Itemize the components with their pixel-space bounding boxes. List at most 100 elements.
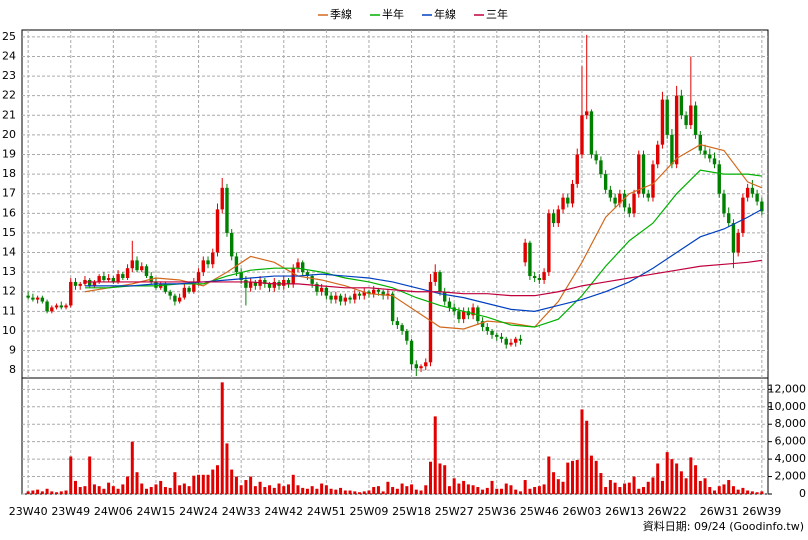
legend-label: 三年 xyxy=(486,7,508,21)
candle-body xyxy=(234,256,239,273)
volume-bar xyxy=(618,487,622,494)
candle-body xyxy=(244,279,248,288)
volume-bar xyxy=(419,490,423,494)
volume-bar xyxy=(556,479,560,494)
volume-bar xyxy=(755,492,759,494)
volume-bar xyxy=(334,489,338,494)
candle-body xyxy=(618,193,622,204)
candle-body xyxy=(296,262,300,269)
y-tick-label: 15 xyxy=(2,226,16,239)
candle-body xyxy=(632,193,636,214)
volume-bar xyxy=(746,490,750,494)
candle-body xyxy=(390,293,395,322)
candle-body xyxy=(703,150,707,155)
volume-bar xyxy=(604,487,608,494)
volume-bar xyxy=(111,486,115,494)
volume-bar xyxy=(92,484,96,494)
candle-body xyxy=(187,287,191,292)
candle-body xyxy=(566,197,570,204)
x-tick-label: 24W15 xyxy=(137,505,176,518)
volume-bar xyxy=(353,491,357,494)
candle-body xyxy=(551,213,556,224)
volume-bar xyxy=(495,488,499,494)
volume-bar xyxy=(159,480,163,494)
volume-bar xyxy=(561,481,565,494)
candle-body xyxy=(305,272,310,277)
candle-body xyxy=(177,297,182,302)
volume-bar xyxy=(372,487,376,494)
volume-bar xyxy=(31,490,35,494)
x-tick-label: 26W39 xyxy=(742,505,781,518)
volume-bar xyxy=(632,476,636,494)
volume-bar xyxy=(689,457,693,494)
candle-body xyxy=(220,187,224,210)
candle-body xyxy=(750,187,755,194)
x-tick-label: 26W31 xyxy=(700,505,739,518)
x-tick-label: 25W46 xyxy=(520,505,559,518)
candle-body xyxy=(173,295,177,302)
volume-bar xyxy=(187,486,191,494)
volume-bar xyxy=(698,480,702,494)
candle-body xyxy=(722,193,726,214)
legend-label: 半年 xyxy=(382,7,404,21)
volume-bar xyxy=(305,488,309,494)
y-tick-label: 16 xyxy=(2,206,16,219)
x-tick-label: 25W09 xyxy=(350,505,389,518)
candle-body xyxy=(338,295,343,302)
volume-bar xyxy=(589,455,593,494)
candle-body xyxy=(196,272,201,282)
candle-body xyxy=(239,272,243,280)
x-tick-label: 26W22 xyxy=(648,505,687,518)
volume-bar xyxy=(343,490,347,494)
volume-bar xyxy=(750,491,754,494)
ma-line xyxy=(84,144,763,330)
candle-body xyxy=(528,242,532,277)
candle-body xyxy=(537,278,542,280)
candle-body xyxy=(409,340,414,365)
volume-bar xyxy=(144,488,148,494)
candle-body xyxy=(248,281,253,288)
candle-body xyxy=(461,311,466,320)
x-tick-label: 25W27 xyxy=(435,505,474,518)
candle-body xyxy=(163,283,168,292)
y-tick-label: 9 xyxy=(9,344,16,357)
candle-body xyxy=(603,174,608,190)
volume-bar xyxy=(263,487,267,494)
candle-body xyxy=(286,279,291,284)
candle-body xyxy=(69,281,73,306)
volume-bar xyxy=(121,484,125,494)
volume-bar xyxy=(64,490,68,494)
volume-bar xyxy=(627,482,631,494)
x-tick-label: 24W42 xyxy=(264,505,303,518)
candle-body xyxy=(485,327,490,331)
candle-body xyxy=(400,325,404,331)
volume-bar xyxy=(405,486,409,494)
volume-bar xyxy=(722,484,726,494)
volume-bar xyxy=(438,463,442,494)
volume-bar xyxy=(282,486,286,494)
volume-bar xyxy=(386,481,390,494)
volume-bar xyxy=(731,486,735,494)
candle-body xyxy=(26,295,30,298)
candle-body xyxy=(357,293,362,296)
candle-body xyxy=(708,154,712,159)
y-tick-label: 10 xyxy=(2,324,16,337)
volume-bar xyxy=(410,484,414,494)
volume-bar xyxy=(163,487,167,494)
candle-body xyxy=(381,291,385,296)
candle-body xyxy=(433,272,437,282)
candle-body xyxy=(656,144,660,165)
candle-body xyxy=(613,197,617,204)
candle-body xyxy=(125,268,130,279)
volume-bar xyxy=(514,489,518,494)
volume-bar xyxy=(547,456,551,494)
y-tick-label: 14 xyxy=(2,246,16,259)
candle-body xyxy=(542,272,546,280)
volume-bar xyxy=(130,441,134,494)
candle-body xyxy=(201,260,205,273)
volume-bar xyxy=(656,463,660,494)
volume-bar xyxy=(192,475,196,494)
candle-body xyxy=(599,160,603,175)
y-tick-label: 8 xyxy=(9,363,16,376)
volume-bar xyxy=(291,474,295,494)
